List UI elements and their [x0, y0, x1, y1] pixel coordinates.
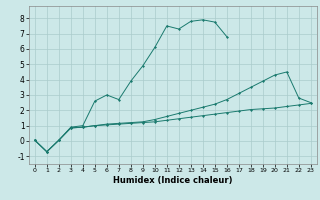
- X-axis label: Humidex (Indice chaleur): Humidex (Indice chaleur): [113, 176, 233, 185]
